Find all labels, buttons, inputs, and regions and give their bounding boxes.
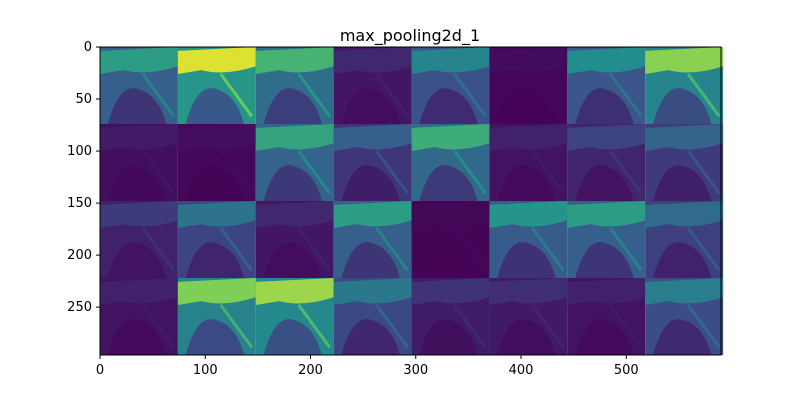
- x-tick-label: 0: [96, 363, 104, 378]
- x-tick-label: 100: [193, 363, 218, 378]
- x-axis: 0 100 200 300 400 500: [96, 355, 639, 378]
- feature-tile-3-5: [489, 278, 568, 355]
- feature-tile-0-4: [411, 47, 490, 124]
- feature-tile-2-4: [411, 201, 490, 278]
- feature-tile-0-2: [255, 47, 334, 124]
- feature-tile-0-7: [645, 47, 724, 124]
- feature-tile-1-3: [333, 124, 412, 201]
- feature-tile-2-3: [333, 201, 412, 278]
- feature-tile-3-7: [645, 278, 724, 355]
- x-tick-label: 200: [298, 363, 323, 378]
- feature-tile-0-1: [177, 47, 256, 124]
- y-tick-label: 50: [75, 92, 92, 107]
- feature-tile-2-6: [567, 201, 646, 278]
- y-tick-label: 250: [67, 300, 92, 315]
- feature-tile-1-0: [100, 124, 178, 201]
- feature-tile-1-7: [645, 124, 724, 201]
- feature-tile-3-3: [333, 278, 412, 355]
- feature-tile-2-7: [645, 201, 724, 278]
- feature-tile-1-6: [567, 124, 646, 201]
- feature-tile-1-5: [489, 124, 568, 201]
- feature-tile-0-6: [567, 47, 646, 124]
- y-tick-label: 150: [67, 196, 92, 211]
- feature-tile-3-1: [177, 278, 256, 355]
- chart-title: max_pooling2d_1: [340, 26, 480, 46]
- y-axis: 0 50 100 150 200 250: [67, 40, 100, 315]
- feature-tile-3-4: [411, 278, 490, 355]
- x-tick-label: 400: [509, 363, 534, 378]
- feature-tile-2-1: [177, 201, 256, 278]
- feature-tile-3-2: [255, 278, 334, 355]
- feature-tile-3-0: [100, 278, 178, 355]
- feature-tile-0-3: [333, 47, 412, 124]
- feature-map-tiles: [100, 47, 724, 355]
- axes-frame: [99, 46, 722, 356]
- x-tick-label: 300: [403, 363, 428, 378]
- x-tick-label: 500: [614, 363, 639, 378]
- feature-tile-0-0: [100, 47, 178, 124]
- feature-tile-3-6: [567, 278, 646, 355]
- feature-tile-1-4: [411, 124, 490, 201]
- feature-tile-0-5: [489, 47, 568, 124]
- y-tick-label: 200: [67, 248, 92, 263]
- y-tick-label: 100: [67, 144, 92, 159]
- feature-tile-2-5: [489, 201, 568, 278]
- feature-tile-2-2: [255, 201, 334, 278]
- y-tick-label: 0: [84, 40, 92, 55]
- feature-tile-1-1: [177, 124, 256, 201]
- feature-tile-2-0: [100, 201, 178, 278]
- feature-tile-1-2: [255, 124, 334, 201]
